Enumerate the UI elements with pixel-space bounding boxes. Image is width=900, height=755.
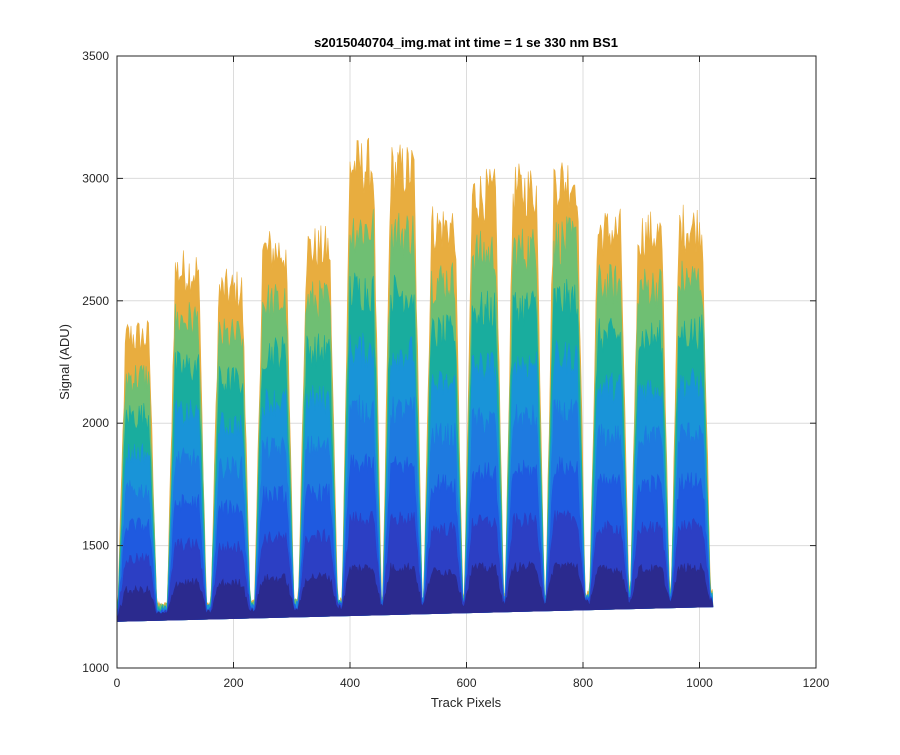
x-tick-label: 0 [114, 676, 121, 690]
y-tick-label: 3000 [82, 171, 109, 185]
series-layer [116, 137, 714, 622]
y-tick-label: 1000 [82, 661, 109, 675]
y-tick-label: 2500 [82, 294, 109, 308]
x-tick-label: 600 [456, 676, 476, 690]
x-axis-label: Track Pixels [431, 695, 502, 710]
y-axis-label: Signal (ADU) [57, 324, 72, 400]
x-tick-label: 1200 [803, 676, 830, 690]
y-tick-label: 3500 [82, 49, 109, 63]
y-tick-label: 2000 [82, 416, 109, 430]
ticks: 0 200 400 600 800 1000 1200 1000 1500 2000 2500 300… [82, 49, 829, 690]
x-tick-label: 200 [223, 676, 243, 690]
x-tick-label: 400 [340, 676, 360, 690]
y-tick-label: 1500 [82, 539, 109, 553]
x-tick-label: 800 [573, 676, 593, 690]
chart-title: s2015040704_img.mat int time = 1 se 330 … [314, 35, 618, 50]
x-tick-label: 1000 [686, 676, 713, 690]
signal-series-1 [116, 560, 714, 622]
